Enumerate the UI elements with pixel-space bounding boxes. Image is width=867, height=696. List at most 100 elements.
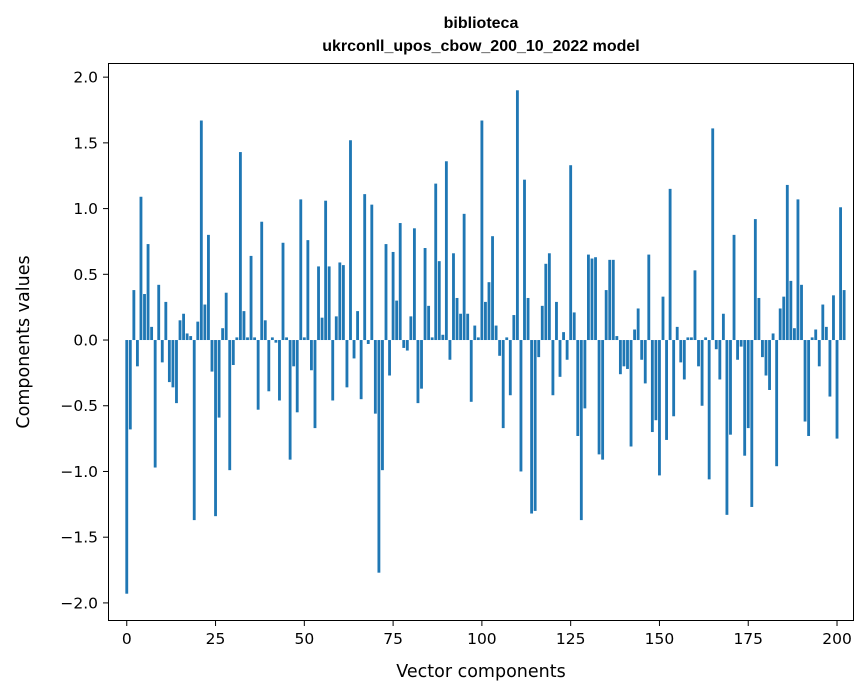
bar-component-140 [622, 340, 626, 367]
bar-component-104 [494, 325, 498, 341]
bar-component-158 [686, 337, 690, 341]
bar-component-201 [839, 207, 842, 341]
bar-component-142 [629, 340, 633, 447]
bar-component-33 [242, 311, 246, 341]
bar-component-118 [544, 263, 548, 341]
bar-component-94 [459, 313, 462, 341]
bar-component-177 [753, 219, 757, 341]
bar-component-182 [771, 333, 775, 341]
bar-component-131 [590, 258, 594, 341]
bar-component-171 [732, 234, 736, 341]
bar-component-169 [725, 340, 729, 515]
bar-component-9 [157, 284, 161, 341]
bar-component-78 [402, 340, 406, 348]
bar-component-197 [824, 326, 828, 341]
bar-component-119 [547, 253, 551, 341]
bar-component-16 [182, 313, 185, 341]
bar-component-81 [412, 228, 416, 341]
bar-component-144 [636, 308, 640, 341]
bar-component-31 [235, 337, 239, 341]
bar-component-110 [515, 90, 519, 341]
bar-component-125 [569, 165, 573, 341]
bar-component-170 [729, 340, 732, 435]
bar-component-28 [224, 292, 228, 341]
bar-component-15 [178, 320, 182, 341]
bar-component-65 [356, 311, 360, 341]
y-axis-ticks: 2.0 1.5 1.0 0.5 0.0 −0.5 −1.0 −1.5 −2.0 [60, 69, 109, 612]
x-tick-label: 75 [383, 630, 403, 648]
bar-component-162 [700, 340, 704, 406]
bar-component-80 [409, 316, 413, 341]
bar-component-138 [615, 336, 619, 341]
bar-component-112 [523, 179, 526, 341]
bar-component-35 [249, 255, 253, 341]
bar-component-149 [654, 340, 658, 421]
bar-component-55 [320, 317, 324, 341]
bar-component-38 [260, 221, 264, 341]
bar-component-71 [377, 340, 381, 573]
bar-component-3 [135, 340, 139, 367]
bar-component-102 [487, 282, 491, 341]
bar-component-12 [167, 340, 171, 383]
bar-component-49 [299, 199, 303, 341]
chart-title-line-2: ukrconll_upos_cbow_200_10_2022 model [322, 38, 639, 55]
bar-component-181 [768, 340, 771, 390]
bar-component-116 [537, 340, 541, 358]
bar-component-172 [736, 340, 739, 360]
bar-component-187 [789, 280, 793, 341]
x-tick-label: 150 [645, 630, 675, 648]
bar-component-41 [270, 337, 274, 341]
bar-component-86 [430, 337, 434, 341]
bar-component-164 [707, 340, 711, 480]
bar-component-75 [391, 251, 395, 341]
bar-component-153 [668, 188, 672, 341]
bar-component-42 [274, 340, 278, 343]
bar-component-196 [821, 304, 825, 341]
bar-component-123 [562, 332, 565, 341]
bar-component-108 [508, 340, 512, 396]
bar-component-37 [256, 340, 260, 410]
bar-component-151 [661, 296, 665, 341]
bar-component-26 [217, 340, 221, 418]
bar-component-25 [214, 340, 217, 517]
bar-component-74 [388, 340, 391, 376]
bar-component-66 [359, 340, 363, 400]
bar-component-21 [199, 120, 203, 341]
bar-component-146 [643, 340, 647, 384]
bar-component-1 [128, 340, 132, 430]
bar-component-77 [398, 223, 402, 341]
bar-component-88 [437, 261, 441, 341]
bar-component-107 [505, 337, 509, 341]
bar-component-129 [583, 340, 587, 409]
y-axis-label: Components values [14, 255, 34, 428]
bar-component-200 [835, 340, 839, 439]
bar-component-143 [633, 329, 637, 341]
x-tick-label: 50 [294, 630, 314, 648]
bar-component-72 [381, 340, 384, 471]
bar-component-190 [800, 284, 803, 341]
bar-component-48 [295, 340, 299, 413]
bar-component-193 [810, 337, 814, 341]
bar-component-117 [540, 305, 544, 341]
bar-component-130 [587, 254, 590, 341]
bar-component-45 [285, 337, 288, 341]
bar-component-44 [281, 242, 285, 341]
bar-component-79 [405, 340, 409, 351]
bar-component-194 [814, 329, 818, 341]
bar-component-199 [832, 295, 835, 341]
bar-component-22 [203, 304, 207, 341]
bar-component-179 [761, 340, 764, 358]
bar-component-53 [313, 340, 317, 429]
bar-component-114 [530, 340, 534, 514]
bar-component-51 [306, 240, 310, 341]
bar-component-20 [196, 321, 200, 341]
bar-component-58 [331, 340, 335, 401]
bar-component-128 [579, 340, 583, 521]
bar-component-135 [604, 290, 608, 341]
x-tick-label: 25 [206, 630, 226, 648]
bar-component-93 [455, 297, 459, 341]
bar-component-96 [466, 313, 470, 341]
bar-component-89 [441, 334, 445, 341]
bar-component-87 [434, 183, 438, 341]
x-tick-label: 125 [556, 630, 586, 648]
